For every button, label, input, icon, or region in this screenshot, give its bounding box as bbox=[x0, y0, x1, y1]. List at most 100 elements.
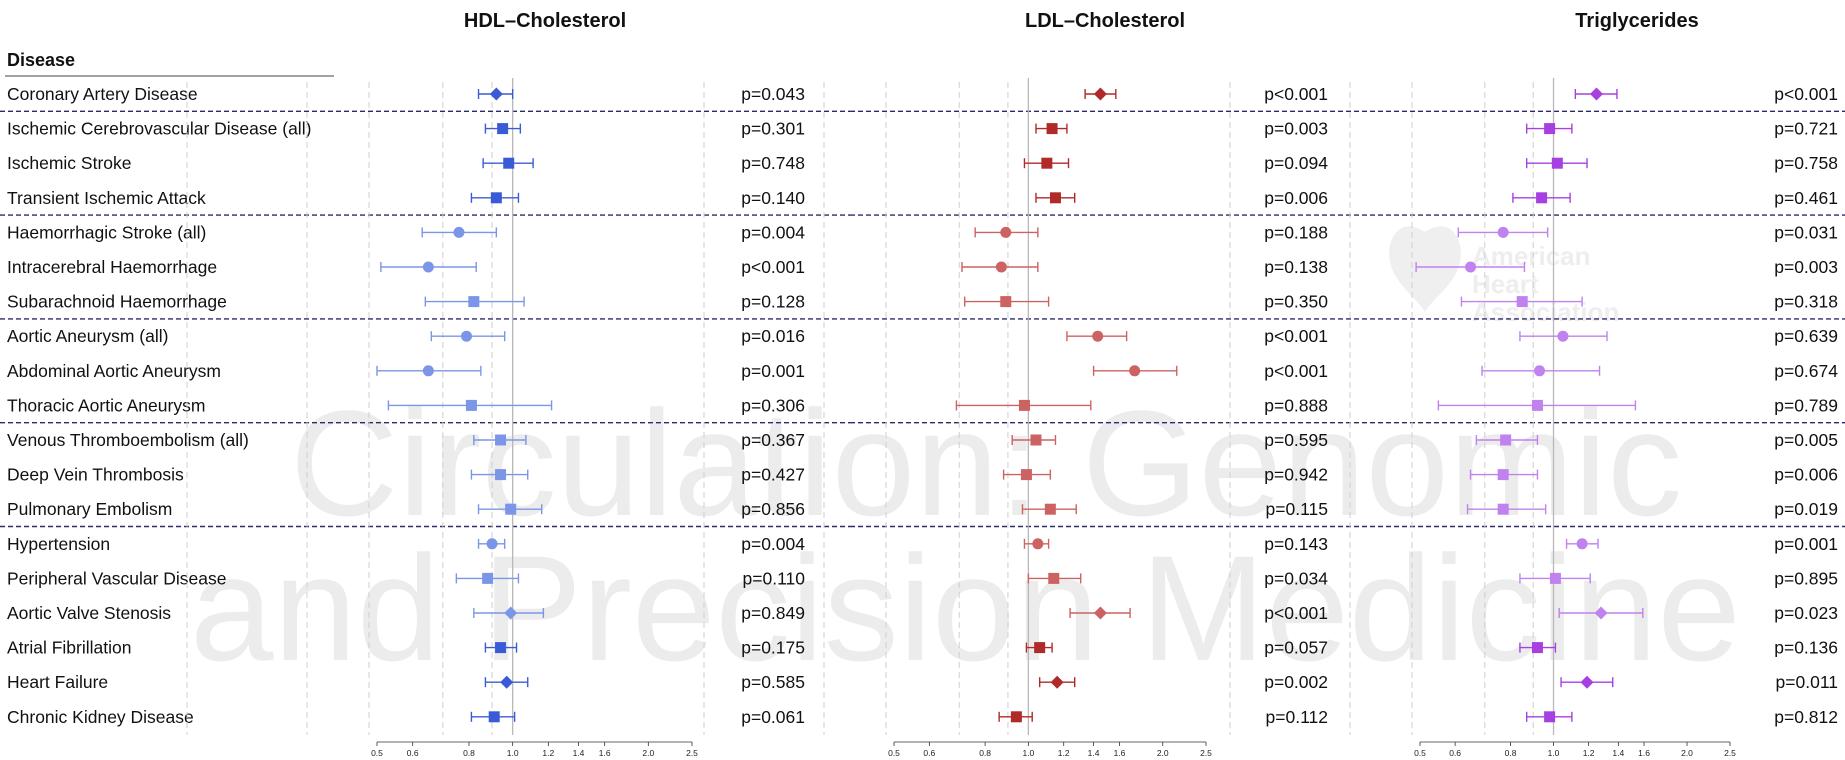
disease-label: Atrial Fibrillation bbox=[7, 638, 131, 658]
point-estimate-marker bbox=[504, 606, 518, 620]
x-tick-label: 1.0 bbox=[1022, 748, 1034, 758]
point-estimate-marker bbox=[1000, 226, 1012, 238]
point-estimate-marker bbox=[1093, 87, 1107, 101]
p-value-label: p=0.001 bbox=[1774, 534, 1838, 554]
disease-label: Coronary Artery Disease bbox=[7, 84, 198, 104]
point-estimate-marker bbox=[1050, 675, 1064, 689]
p-value-label: p=0.094 bbox=[1264, 153, 1328, 173]
x-tick-label: 1.6 bbox=[599, 748, 611, 758]
aha-logo-watermark: American Heart Association bbox=[1389, 226, 1619, 327]
point-estimate-marker bbox=[1041, 157, 1053, 169]
point-estimate-marker bbox=[1034, 642, 1046, 654]
p-value-label: p=0.034 bbox=[1264, 568, 1328, 588]
p-value-label: p=0.002 bbox=[1264, 672, 1328, 692]
disease-label: Pulmonary Embolism bbox=[7, 499, 172, 519]
disease-label: Thoracic Aortic Aneurysm bbox=[7, 395, 205, 415]
point-estimate-marker bbox=[1020, 469, 1032, 481]
point-estimate-marker bbox=[486, 538, 498, 550]
p-value-label: p=0.758 bbox=[1774, 153, 1838, 173]
p-value-label: p<0.001 bbox=[1264, 603, 1328, 623]
forest-panels: HDL–Cholesterol 0.5 0.6 0.8 1.0 1.2 1.4 1.6 2.0 2… bbox=[0, 10, 1845, 758]
point-estimate-marker bbox=[1000, 296, 1012, 308]
x-tick-label: 1.0 bbox=[507, 748, 519, 758]
p-value-label: p=0.003 bbox=[1774, 257, 1838, 277]
p-value-label: p=0.023 bbox=[1774, 603, 1838, 623]
p-value-label: p=0.188 bbox=[1264, 222, 1328, 242]
p-value-label: p=0.138 bbox=[1264, 257, 1328, 277]
x-tick-label: 2.5 bbox=[1724, 748, 1736, 758]
disease-table: Disease Coronary Artery Disease Ischemic … bbox=[5, 50, 334, 727]
point-estimate-marker bbox=[1044, 503, 1056, 515]
x-tick-label: 0.6 bbox=[1449, 748, 1461, 758]
p-value-label: p<0.001 bbox=[1264, 84, 1328, 104]
p-value-label: p=0.350 bbox=[1264, 292, 1328, 312]
disease-label: Ischemic Cerebrovascular Disease (all) bbox=[7, 119, 311, 139]
point-estimate-marker bbox=[453, 226, 465, 238]
p-value-label: p=0.115 bbox=[1266, 499, 1328, 519]
point-estimate-marker bbox=[1030, 434, 1042, 446]
x-tick-label: 0.8 bbox=[1505, 748, 1517, 758]
point-estimate-marker bbox=[1048, 572, 1060, 584]
panel-title: LDL–Cholesterol bbox=[1025, 10, 1185, 32]
point-estimate-marker bbox=[505, 503, 517, 515]
p-value-label: p=0.895 bbox=[1774, 568, 1838, 588]
p-value-label: p=0.306 bbox=[741, 395, 805, 415]
point-estimate-marker bbox=[1465, 261, 1477, 273]
disease-label: Aortic Aneurysm (all) bbox=[7, 326, 168, 346]
point-estimate-marker bbox=[1516, 296, 1528, 308]
p-value-label: p=0.427 bbox=[741, 465, 805, 485]
panel-title: Triglycerides bbox=[1575, 10, 1698, 32]
p-value-label: p=0.301 bbox=[741, 119, 805, 139]
watermark-line-1: Circulation: Genomic bbox=[290, 379, 1682, 547]
forest-panel: Triglycerides 0.5 0.6 0.8 1.0 1.2 1.4 1.6 2.0 2.5… bbox=[1229, 10, 1838, 758]
x-tick-label: 0.8 bbox=[979, 748, 991, 758]
x-tick-label: 1.4 bbox=[573, 748, 585, 758]
x-tick-label: 2.0 bbox=[1681, 748, 1693, 758]
point-estimate-marker bbox=[495, 434, 507, 446]
point-estimate-marker bbox=[1594, 606, 1608, 620]
point-estimate-marker bbox=[495, 469, 507, 481]
disease-label: Transient Ischemic Attack bbox=[7, 188, 206, 208]
point-estimate-marker bbox=[1500, 434, 1512, 446]
x-tick-label: 1.6 bbox=[1114, 748, 1126, 758]
point-estimate-marker bbox=[465, 399, 477, 411]
point-estimate-marker bbox=[488, 711, 500, 723]
x-tick-label: 1.2 bbox=[542, 748, 554, 758]
p-value-label: p=0.061 bbox=[741, 707, 805, 727]
point-estimate-marker bbox=[1531, 399, 1543, 411]
x-tick-label: 2.0 bbox=[1157, 748, 1169, 758]
point-estimate-marker bbox=[1534, 365, 1546, 377]
p-value-label: p=0.143 bbox=[1264, 534, 1328, 554]
logo-line-2: Heart bbox=[1472, 269, 1539, 299]
x-tick-label: 0.6 bbox=[407, 748, 419, 758]
point-estimate-marker bbox=[1018, 399, 1030, 411]
x-tick-label: 0.5 bbox=[371, 748, 383, 758]
point-estimate-marker bbox=[503, 157, 515, 169]
disease-label: Peripheral Vascular Disease bbox=[7, 568, 227, 588]
p-value-label: p=0.004 bbox=[741, 222, 805, 242]
point-estimate-marker bbox=[1576, 538, 1588, 550]
point-estimate-marker bbox=[1580, 675, 1594, 689]
point-estimate-marker bbox=[1549, 572, 1561, 584]
p-value-label: p<0.001 bbox=[1264, 326, 1328, 346]
heart-torch-icon bbox=[1389, 226, 1461, 312]
point-estimate-marker bbox=[1032, 538, 1044, 550]
p-value-label: p=0.128 bbox=[741, 292, 805, 312]
x-tick-label: 2.0 bbox=[642, 748, 654, 758]
p-value-label: p=0.888 bbox=[1264, 395, 1328, 415]
p-value-label: p=0.140 bbox=[741, 188, 805, 208]
p-value-label: p=0.849 bbox=[741, 603, 805, 623]
point-estimate-marker bbox=[1531, 642, 1543, 654]
x-tick-label: 0.8 bbox=[463, 748, 475, 758]
point-estimate-marker bbox=[1544, 123, 1556, 135]
point-estimate-marker bbox=[422, 261, 434, 273]
point-estimate-marker bbox=[482, 572, 494, 584]
p-value-label: p=0.004 bbox=[741, 534, 805, 554]
p-value-label: p=0.367 bbox=[741, 430, 805, 450]
disease-label: Haemorrhagic Stroke (all) bbox=[7, 222, 206, 242]
forest-panel: LDL–Cholesterol 0.5 0.6 0.8 1.0 1.2 1.4 1.6 2.0 2… bbox=[703, 10, 1328, 758]
p-value-label: p=0.175 bbox=[741, 638, 805, 658]
point-estimate-marker bbox=[1092, 330, 1104, 342]
disease-label: Deep Vein Thrombosis bbox=[7, 465, 184, 485]
